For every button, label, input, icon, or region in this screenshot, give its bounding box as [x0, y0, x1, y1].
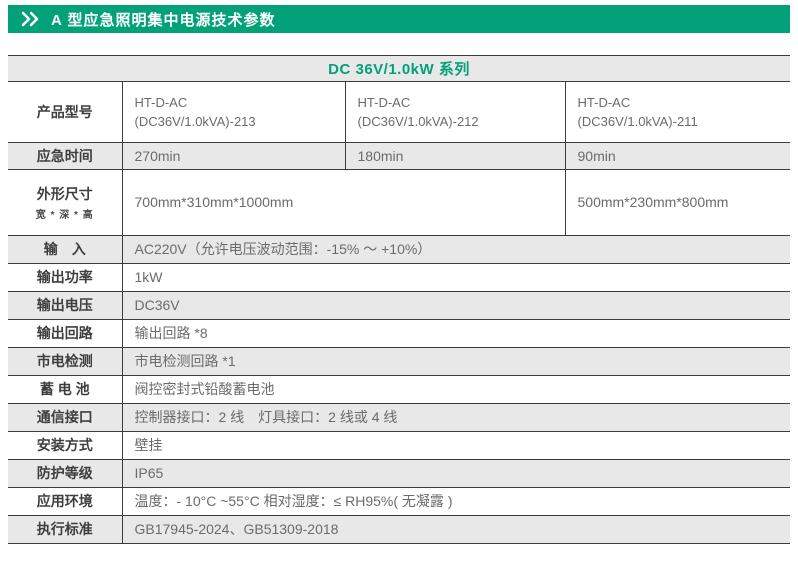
value-cell: 输出回路 *8 — [134, 325, 208, 341]
model-name: HT-D-AC — [577, 94, 631, 110]
value-cell: 500mm*230mm*800mm — [577, 194, 729, 210]
table-row-model: 产品型号 HT-D-AC (DC36V/1.0kVA)-213 HT-D-AC … — [8, 82, 790, 142]
row-label: 应急时间 — [8, 142, 123, 169]
series-title: DC 36V/1.0kW 系列 — [328, 61, 470, 78]
row-label-text: 外形尺寸 — [36, 185, 93, 202]
model-name: HT-D-AC — [134, 94, 188, 110]
table-row: 蓄 电 池 阀控密封式铅酸蓄电池 — [8, 375, 790, 403]
model-code: (DC36V/1.0kVA)-211 — [577, 113, 698, 129]
row-label: 防护等级 — [8, 459, 123, 487]
spec-sheet: A 型应急照明集中电源技术参数 DC 36V/1.0kW 系列 产品型号 HT-… — [8, 0, 790, 544]
row-label: 外形尺寸 宽 * 深 * 高 — [8, 169, 123, 235]
table-row: 执行标准 GB17945-2024、GB51309-2018 — [8, 515, 790, 543]
spec-table: 产品型号 HT-D-AC (DC36V/1.0kVA)-213 HT-D-AC … — [8, 82, 790, 544]
row-label: 执行标准 — [8, 515, 123, 543]
row-label: 应用环境 — [8, 487, 123, 515]
value-cell: 壁挂 — [134, 437, 163, 453]
model-code: (DC36V/1.0kVA)-213 — [134, 113, 256, 129]
table-row: 安装方式 壁挂 — [8, 431, 790, 459]
table-row: 输出电压 DC36V — [8, 291, 790, 319]
value-cell: 阀控密封式铅酸蓄电池 — [134, 381, 275, 397]
value-cell: 180min — [345, 142, 566, 169]
double-chevron-right-icon — [21, 11, 41, 27]
value-cell: AC220V（允许电压波动范围：-15% ～ +10%） — [134, 241, 432, 257]
value-cell: 控制器接口：2 线 灯具接口：2 线或 4 线 — [134, 409, 398, 425]
table-row: 输 入 AC220V（允许电压波动范围：-15% ～ +10%） — [8, 235, 790, 263]
table-row: 输出功率 1kW — [8, 263, 790, 291]
value-cell: GB17945-2024、GB51309-2018 — [134, 521, 339, 537]
model-name: HT-D-AC — [357, 94, 411, 110]
row-label: 市电检测 — [8, 347, 123, 375]
value-cell: DC36V — [134, 297, 180, 313]
row-sublabel: 宽 * 深 * 高 — [35, 209, 94, 221]
row-label: 蓄 电 池 — [8, 375, 123, 403]
model-code: (DC36V/1.0kVA)-212 — [357, 113, 479, 129]
value-cell: 270min — [122, 142, 346, 169]
table-row-dimensions: 外形尺寸 宽 * 深 * 高 700mm*310mm*1000mm 500mm*… — [8, 169, 790, 235]
row-label: 输出回路 — [8, 319, 123, 347]
row-label: 输出功率 — [8, 263, 123, 291]
row-label: 通信接口 — [8, 403, 123, 431]
table-row: 市电检测 市电检测回路 *1 — [8, 347, 790, 375]
row-label: 输出电压 — [8, 291, 123, 319]
value-cell: 1kW — [134, 269, 163, 285]
row-label: 安装方式 — [8, 431, 123, 459]
value-cell: IP65 — [134, 465, 164, 481]
table-row: 通信接口 控制器接口：2 线 灯具接口：2 线或 4 线 — [8, 403, 790, 431]
model-cell: HT-D-AC (DC36V/1.0kVA)-211 — [565, 82, 790, 142]
value-cell: 90min — [577, 147, 616, 164]
value-cell: 700mm*310mm*1000mm — [122, 169, 566, 235]
series-header: DC 36V/1.0kW 系列 — [8, 55, 790, 82]
row-label: 输 入 — [8, 235, 123, 263]
model-cell: HT-D-AC (DC36V/1.0kVA)-213 — [122, 82, 346, 142]
table-row: 输出回路 输出回路 *8 — [8, 319, 790, 347]
page-title-bar: A 型应急照明集中电源技术参数 — [8, 5, 790, 33]
value-cell: 市电检测回路 *1 — [134, 353, 236, 369]
model-cell: HT-D-AC (DC36V/1.0kVA)-212 — [345, 82, 566, 142]
table-row-emergency-time: 应急时间 270min 180min 90min — [8, 142, 790, 169]
table-row: 防护等级 IP65 — [8, 459, 790, 487]
table-row: 应用环境 温度：- 10°C ~55°C 相对湿度：≤ RH95%( 无凝露 ) — [8, 487, 790, 515]
row-label: 产品型号 — [8, 82, 123, 142]
value-cell: 温度：- 10°C ~55°C 相对湿度：≤ RH95%( 无凝露 ) — [134, 493, 453, 509]
page-title: A 型应急照明集中电源技术参数 — [51, 11, 276, 29]
